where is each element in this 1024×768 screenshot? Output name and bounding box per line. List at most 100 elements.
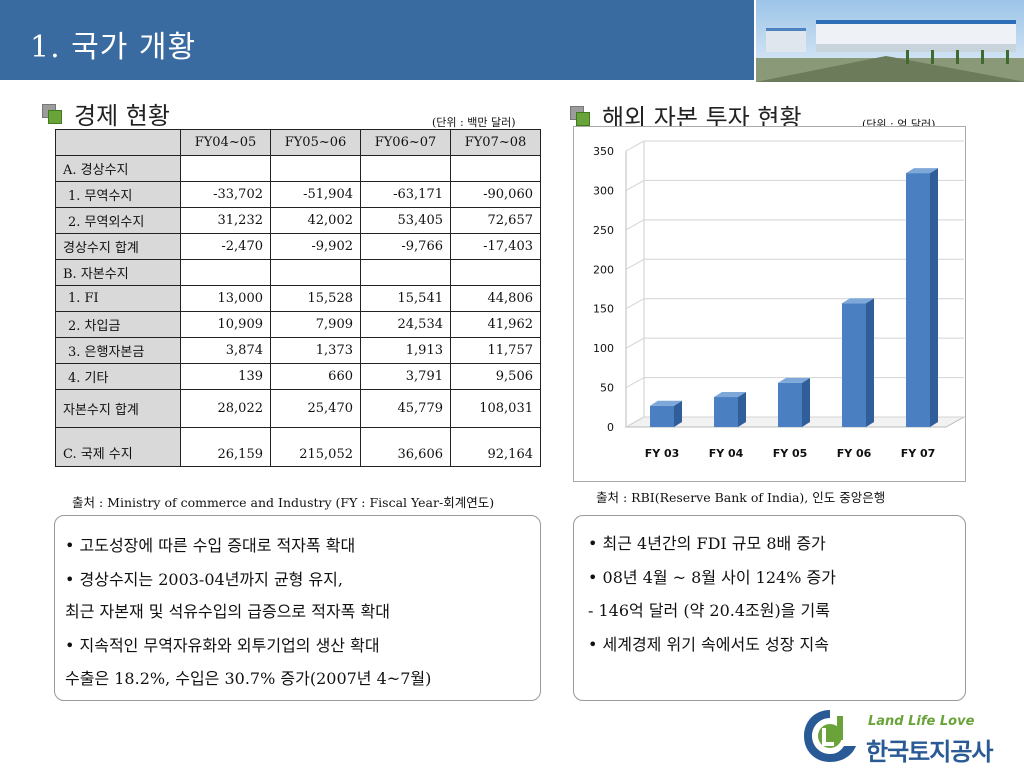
bar (714, 397, 738, 427)
x-tick-label: FY 07 (901, 447, 936, 460)
y-tick-label: 100 (593, 342, 614, 355)
chart-gridline (625, 140, 964, 152)
row-label: B. 자본수지 (55, 259, 181, 286)
table-cell: 660 (270, 363, 361, 390)
table-row: A. 경상수지 (55, 155, 541, 182)
table-row: 4. 기타 139 660 3,791 9,506 (55, 363, 541, 390)
economy-table: FY04~05 FY05~06 FY06~07 FY07~08 A. 경상수지 … (55, 129, 541, 467)
row-label: 2. 무역외수지 (55, 207, 181, 234)
table-column-header: FY06~07 (360, 129, 451, 156)
bar-side (802, 377, 810, 427)
table-cell: -63,171 (360, 181, 451, 208)
summary-line: • 최근 4년간의 FDI 규모 8배 증가 (588, 534, 826, 553)
company-logo-icon (804, 710, 856, 762)
bar-top (842, 298, 874, 304)
row-label: 3. 은행자본금 (55, 337, 181, 364)
y-tick-label: 250 (593, 224, 614, 237)
table-column-header: FY04~05 (180, 129, 271, 156)
table-cell: -90,060 (450, 181, 541, 208)
table-cell: 53,405 (360, 207, 451, 234)
summary-line: 최근 자본재 및 석유수입의 급증으로 적자폭 확대 (65, 602, 390, 621)
table-cell: 41,962 (450, 311, 541, 338)
header-bar: 1. 국가 개황 (0, 0, 1024, 82)
summary-line: • 세계경제 위기 속에서도 성장 지속 (588, 635, 829, 654)
x-tick-label: FY 05 (773, 447, 808, 460)
y-tick-label: 0 (607, 421, 614, 434)
y-tick-label: 200 (593, 263, 614, 276)
table-cell: 9,506 (450, 363, 541, 390)
table-cell (360, 155, 451, 182)
table-cell: 108,031 (450, 389, 541, 428)
table-cell (450, 259, 541, 286)
summary-line: - 146억 달러 (약 20.4조원)을 기록 (588, 601, 830, 620)
table-cell: 13,000 (180, 285, 271, 312)
table-row: 2. 무역외수지 31,232 42,002 53,405 72,657 (55, 207, 541, 234)
summary-line: • 지속적인 무역자유화와 외투기업의 생산 확대 (65, 636, 380, 655)
table-cell (360, 259, 451, 286)
table-corner-cell (55, 129, 181, 156)
table-cell: 28,022 (180, 389, 271, 428)
row-label: A. 경상수지 (55, 155, 181, 182)
table-cell: 31,232 (180, 207, 271, 234)
table-cell: 3,874 (180, 337, 271, 364)
table-cell (180, 155, 271, 182)
table-cell: -33,702 (180, 181, 271, 208)
row-label: 1. FI (55, 285, 181, 312)
table-cell: -2,470 (180, 233, 271, 260)
table-cell: 3,791 (360, 363, 451, 390)
table-row: 2. 차입금 10,909 7,909 24,534 41,962 (55, 311, 541, 338)
summary-line: • 경상수지는 2003-04년까지 균형 유지, (65, 570, 343, 589)
bar-side (930, 168, 938, 427)
y-tick-label: 350 (593, 145, 614, 158)
row-label: C. 국제 수지 (55, 427, 181, 467)
table-column-header: FY05~06 (270, 129, 361, 156)
chart-gridline (625, 258, 964, 270)
table-column-header: FY07~08 (450, 129, 541, 156)
x-tick-label: FY 06 (837, 447, 872, 460)
table-cell (270, 155, 361, 182)
table-cell: 72,657 (450, 207, 541, 234)
table-row: 경상수지 합계 -2,470 -9,902 -9,766 -17,403 (55, 233, 541, 260)
section-bullet-icon (570, 105, 590, 126)
x-tick-label: FY 04 (709, 447, 744, 460)
table-cell: -17,403 (450, 233, 541, 260)
table-cell: 139 (180, 363, 271, 390)
economy-section-header: 경제 현황 (42, 96, 170, 131)
row-label: 1. 무역수지 (55, 181, 181, 208)
investment-source-note: 출처 : RBI(Reserve Bank of India), 인도 중앙은행 (596, 490, 886, 505)
fdi-chart: 0 50 100 150 200 250 300 350 FY 03 FY 04 FY 05 FY 0… (573, 126, 966, 482)
y-tick-label: 300 (593, 184, 614, 197)
table-row: 1. FI 13,000 15,528 15,541 44,806 (55, 285, 541, 312)
table-header-row: FY04~05 FY05~06 FY06~07 FY07~08 (55, 129, 541, 156)
bar-side (674, 400, 682, 427)
table-cell: 15,541 (360, 285, 451, 312)
logo-name: 한국토지공사 (866, 738, 993, 766)
summary-line: 수출은 18.2%, 수입은 30.7% 증가(2007년 4~7월) (65, 669, 432, 688)
table-cell: 45,779 (360, 389, 451, 428)
bar-top (714, 392, 746, 398)
section-bullet-icon (42, 103, 62, 124)
fdi-chart-svg: 0 50 100 150 200 250 300 350 FY 03 FY 04 FY 05 FY 0… (593, 140, 966, 460)
row-label: 2. 차입금 (55, 311, 181, 338)
logo-tagline: Land Life Love (868, 714, 975, 729)
row-label: 자본수지 합계 (55, 389, 181, 428)
table-row: C. 국제 수지 26,159 215,052 36,606 92,164 (55, 427, 541, 467)
table-cell: -51,904 (270, 181, 361, 208)
table-cell: 215,052 (270, 427, 361, 467)
investment-summary-box: • 최근 4년간의 FDI 규모 8배 증가 • 08년 4월 ~ 8월 사이 … (573, 515, 966, 701)
table-row: 자본수지 합계 28,022 25,470 45,779 108,031 (55, 389, 541, 428)
table-row: 3. 은행자본금 3,874 1,373 1,913 11,757 (55, 337, 541, 364)
bar-top (778, 377, 810, 383)
table-cell: 25,470 (270, 389, 361, 428)
page-title: 1. 국가 개황 (30, 30, 197, 65)
summary-line: • 고도성장에 따른 수입 증대로 적자폭 확대 (65, 536, 356, 555)
chart-gridline (625, 219, 964, 231)
table-cell: 36,606 (360, 427, 451, 467)
table-cell (270, 259, 361, 286)
table-cell (180, 259, 271, 286)
company-logo: Land Life Love 한국토지공사 (800, 706, 1010, 766)
chart-gridline (625, 179, 964, 191)
table-cell: 11,757 (450, 337, 541, 364)
row-label: 4. 기타 (55, 363, 181, 390)
bar-side (866, 298, 874, 427)
